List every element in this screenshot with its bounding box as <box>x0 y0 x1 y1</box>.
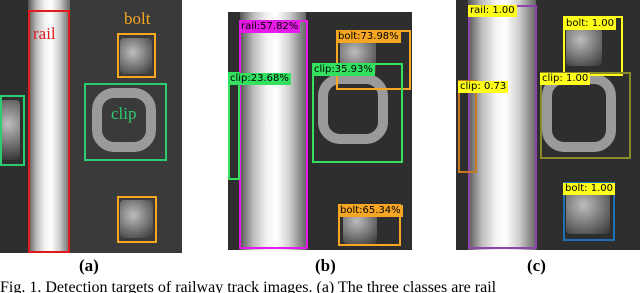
box-clip <box>0 95 25 166</box>
box-clip <box>228 72 240 180</box>
label: rail:57.82% <box>239 21 301 33</box>
label: clip <box>111 104 137 123</box>
box-clip <box>84 83 167 161</box>
panel-label: (b) <box>315 256 336 275</box>
label: bolt:73.98% <box>336 31 401 43</box>
box-clip <box>312 63 403 163</box>
label: bolt:65.34% <box>338 205 403 217</box>
label: rail <box>33 24 56 43</box>
photo <box>228 12 412 250</box>
box-rail <box>28 10 70 253</box>
photo <box>0 0 182 253</box>
box-bolt <box>563 16 623 76</box>
label: bolt: 1.00 <box>564 18 616 30</box>
photo <box>456 0 640 250</box>
box-rail <box>468 5 537 249</box>
box-clip <box>458 80 477 173</box>
caption: Fig. 1. Detection targets of railway tra… <box>0 279 497 293</box>
box-bolt <box>117 33 156 78</box>
box-rail <box>239 20 308 249</box>
panel-label: (a) <box>79 256 99 275</box>
label: bolt <box>124 9 151 28</box>
panel-label: (c) <box>527 256 546 275</box>
label: clip: 1.00 <box>540 73 591 85</box>
label: clip:35.93% <box>312 64 375 76</box>
label: rail: 1.00 <box>468 5 517 17</box>
box-bolt <box>117 196 157 243</box>
label: clip:23.68% <box>228 73 291 85</box>
label: clip: 0.73 <box>458 81 509 93</box>
label: bolt: 1.00 <box>563 183 615 195</box>
box-clip <box>540 72 631 159</box>
